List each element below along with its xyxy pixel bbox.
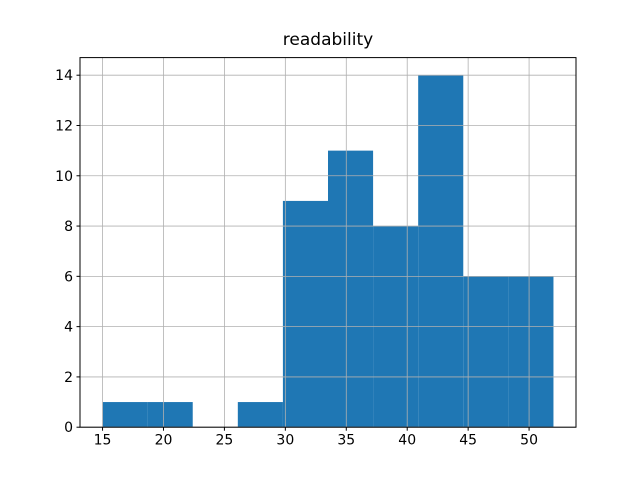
x-tick-label: 20 (155, 433, 173, 449)
y-tick-label: 6 (64, 269, 73, 285)
x-tick-label: 30 (276, 433, 294, 449)
histogram-bar (508, 276, 554, 428)
histogram-bar (147, 402, 193, 428)
histogram-bar (102, 402, 148, 428)
y-tick-label: 8 (64, 219, 73, 235)
x-tick-label: 15 (94, 433, 112, 449)
axes-spines (79, 57, 577, 428)
chart-title: readability (282, 30, 374, 50)
x-tick-label: 50 (520, 433, 538, 449)
y-tick-label: 0 (64, 420, 73, 436)
histogram-bar (418, 75, 464, 428)
histogram-bar (328, 150, 374, 428)
x-tick-label: 40 (398, 433, 416, 449)
histogram-bar (282, 200, 328, 428)
y-tick-label: 14 (55, 68, 73, 84)
histogram-bar (463, 276, 509, 428)
y-tick-label: 12 (55, 118, 73, 134)
x-tick-label: 45 (459, 433, 477, 449)
x-tick-label: 35 (337, 433, 355, 449)
x-tick-label: 25 (215, 433, 233, 449)
y-tick-label: 4 (64, 320, 73, 336)
y-tick-label: 10 (55, 169, 73, 185)
y-tick-label: 2 (64, 370, 73, 386)
histogram-bar (237, 402, 283, 428)
